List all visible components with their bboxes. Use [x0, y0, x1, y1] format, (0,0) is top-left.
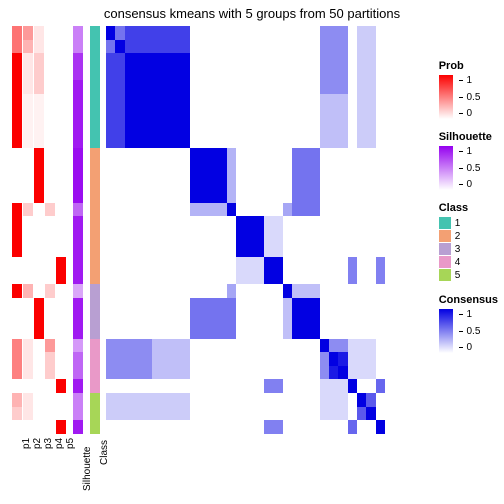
legend-prob: Prob 10.50 — [439, 60, 498, 119]
annotation-columns — [12, 26, 100, 434]
silhouette-gradient — [439, 146, 453, 190]
class-swatch-2: 2 — [439, 230, 498, 242]
ann-label-p3: p3 — [43, 437, 54, 448]
legend-consensus: Consensus 10.50 — [439, 294, 498, 353]
ann-col-class — [90, 26, 100, 434]
ann-label-p2: p2 — [32, 437, 43, 448]
legend-class: Class 12345 — [439, 202, 498, 282]
consensus-gradient — [439, 309, 453, 353]
class-swatch-5: 5 — [439, 269, 498, 281]
ann-col-silhouette — [73, 26, 83, 434]
ann-col-p3 — [34, 26, 44, 434]
plot-area: p1p2p3p4p5SilhouetteClass — [12, 26, 385, 434]
ann-label-p4: p4 — [54, 437, 65, 448]
consensus-heatmap — [106, 26, 385, 434]
ann-label-class: Class — [99, 439, 110, 464]
ann-col-p4 — [45, 26, 55, 434]
class-swatch-1: 1 — [439, 217, 498, 229]
ann-col-p2 — [23, 26, 33, 434]
prob-gradient — [439, 75, 453, 119]
legend-silhouette: Silhouette 10.50 — [439, 131, 498, 190]
ann-col-p1 — [12, 26, 22, 434]
class-swatch-4: 4 — [439, 256, 498, 268]
ann-label-silhouette: Silhouette — [82, 447, 93, 491]
ann-col-p5 — [56, 26, 66, 434]
plot-title: consensus kmeans with 5 groups from 50 p… — [0, 0, 504, 23]
ann-label-p1: p1 — [21, 437, 32, 448]
legend-panel: Prob 10.50 Silhouette 10.50 Class 12345 … — [439, 60, 498, 353]
ann-label-p5: p5 — [65, 437, 76, 448]
class-swatch-3: 3 — [439, 243, 498, 255]
